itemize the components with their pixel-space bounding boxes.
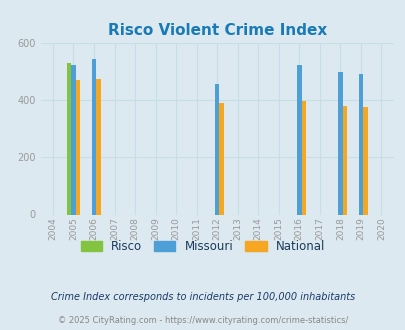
Bar	[358, 74, 362, 215]
Bar	[219, 103, 224, 214]
Bar	[214, 84, 219, 214]
Bar	[301, 101, 305, 214]
Text: Crime Index corresponds to incidents per 100,000 inhabitants: Crime Index corresponds to incidents per…	[51, 292, 354, 302]
Bar	[71, 65, 75, 214]
Bar	[337, 72, 342, 215]
Bar	[92, 59, 96, 214]
Bar	[75, 81, 80, 214]
Text: © 2025 CityRating.com - https://www.cityrating.com/crime-statistics/: © 2025 CityRating.com - https://www.city…	[58, 316, 347, 325]
Bar	[296, 65, 301, 214]
Title: Risco Violent Crime Index: Risco Violent Crime Index	[107, 22, 326, 38]
Legend: Risco, Missouri, National: Risco, Missouri, National	[76, 236, 329, 258]
Bar	[342, 106, 346, 214]
Bar	[96, 79, 100, 214]
Bar	[66, 63, 71, 214]
Bar	[362, 107, 367, 214]
